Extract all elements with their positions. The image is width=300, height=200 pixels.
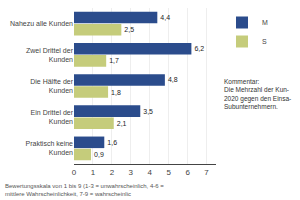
svg-text:3: 3	[129, 168, 134, 177]
svg-text:1,6: 1,6	[107, 139, 117, 146]
svg-text:Zwei Drittel derKunden: Zwei Drittel derKunden	[26, 47, 74, 63]
svg-text:Die Hälfte derKunden: Die Hälfte derKunden	[30, 78, 73, 94]
svg-text:2,1: 2,1	[117, 120, 127, 127]
svg-text:Kommentar:Die Mehrzahl der Kun: Kommentar:Die Mehrzahl der Kun-2020 gege…	[224, 78, 291, 110]
svg-text:5: 5	[166, 168, 171, 177]
svg-text:Ein Drittel derKunden: Ein Drittel derKunden	[31, 109, 74, 125]
svg-text:3,5: 3,5	[143, 108, 153, 115]
svg-text:0: 0	[72, 168, 77, 177]
svg-text:1,7: 1,7	[109, 57, 119, 64]
svg-text:7: 7	[204, 168, 209, 177]
svg-text:S: S	[262, 38, 267, 45]
svg-text:M: M	[262, 19, 268, 26]
svg-text:0,9: 0,9	[94, 151, 104, 158]
svg-text:4,8: 4,8	[168, 76, 178, 83]
svg-text:1: 1	[91, 168, 96, 177]
svg-text:2: 2	[110, 168, 115, 177]
svg-text:Nahezu alle Kunden: Nahezu alle Kunden	[10, 20, 73, 27]
svg-text:6,2: 6,2	[194, 45, 204, 52]
svg-text:4,4: 4,4	[160, 14, 170, 21]
svg-text:1,8: 1,8	[111, 89, 121, 96]
svg-text:4: 4	[148, 168, 153, 177]
svg-text:Praktisch keineKunden: Praktisch keineKunden	[26, 140, 74, 156]
svg-text:6: 6	[185, 168, 190, 177]
svg-text:Bewertungsskala von 1 bis 9 (1: Bewertungsskala von 1 bis 9 (1-3 = unwah…	[5, 183, 164, 197]
svg-text:2,5: 2,5	[124, 26, 134, 33]
